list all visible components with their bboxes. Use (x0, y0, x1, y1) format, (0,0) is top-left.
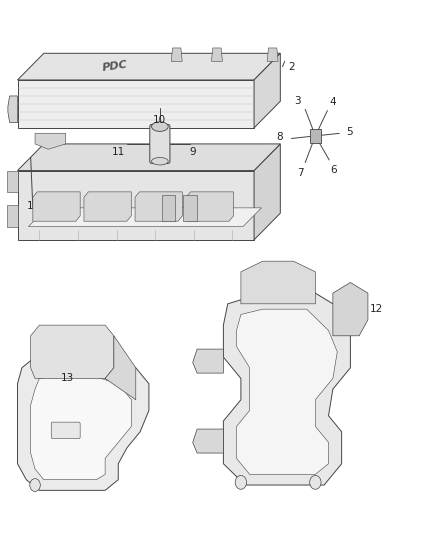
Text: 9: 9 (189, 147, 196, 157)
Polygon shape (28, 208, 261, 227)
Polygon shape (193, 349, 223, 373)
Text: 11: 11 (112, 147, 125, 157)
Polygon shape (254, 53, 280, 128)
Polygon shape (18, 53, 280, 80)
Polygon shape (186, 192, 233, 221)
Text: 6: 6 (330, 165, 337, 174)
Text: 7: 7 (297, 168, 303, 178)
Polygon shape (310, 129, 321, 143)
Polygon shape (18, 144, 280, 171)
Polygon shape (212, 48, 223, 61)
Polygon shape (33, 192, 80, 221)
Polygon shape (84, 192, 131, 221)
Text: PDC: PDC (102, 60, 128, 74)
Circle shape (310, 475, 321, 489)
Polygon shape (31, 325, 114, 378)
Text: 2: 2 (288, 62, 295, 71)
Polygon shape (135, 192, 182, 221)
Circle shape (235, 475, 247, 489)
Polygon shape (193, 429, 223, 453)
Polygon shape (171, 48, 182, 61)
Text: 12: 12 (370, 304, 383, 314)
Polygon shape (7, 205, 18, 227)
Text: 8: 8 (277, 132, 283, 142)
Polygon shape (267, 48, 278, 61)
Polygon shape (35, 133, 66, 149)
Text: 1: 1 (26, 201, 33, 211)
Ellipse shape (152, 122, 168, 132)
FancyBboxPatch shape (51, 422, 80, 439)
Polygon shape (237, 309, 337, 474)
Polygon shape (223, 293, 350, 485)
Polygon shape (8, 96, 18, 123)
Text: 13: 13 (61, 374, 74, 383)
Polygon shape (18, 352, 149, 490)
Polygon shape (7, 171, 18, 192)
Text: 4: 4 (329, 97, 336, 107)
Text: 3: 3 (294, 96, 300, 106)
Polygon shape (18, 171, 254, 240)
Text: 5: 5 (346, 127, 353, 138)
Polygon shape (333, 282, 368, 336)
Polygon shape (254, 144, 280, 240)
FancyBboxPatch shape (150, 125, 170, 163)
Polygon shape (18, 80, 254, 128)
Polygon shape (31, 373, 131, 480)
Polygon shape (241, 261, 315, 304)
Ellipse shape (152, 158, 168, 165)
Circle shape (30, 479, 40, 491)
Polygon shape (162, 195, 175, 221)
Polygon shape (105, 336, 136, 400)
Polygon shape (184, 195, 197, 221)
Text: 10: 10 (153, 115, 166, 125)
